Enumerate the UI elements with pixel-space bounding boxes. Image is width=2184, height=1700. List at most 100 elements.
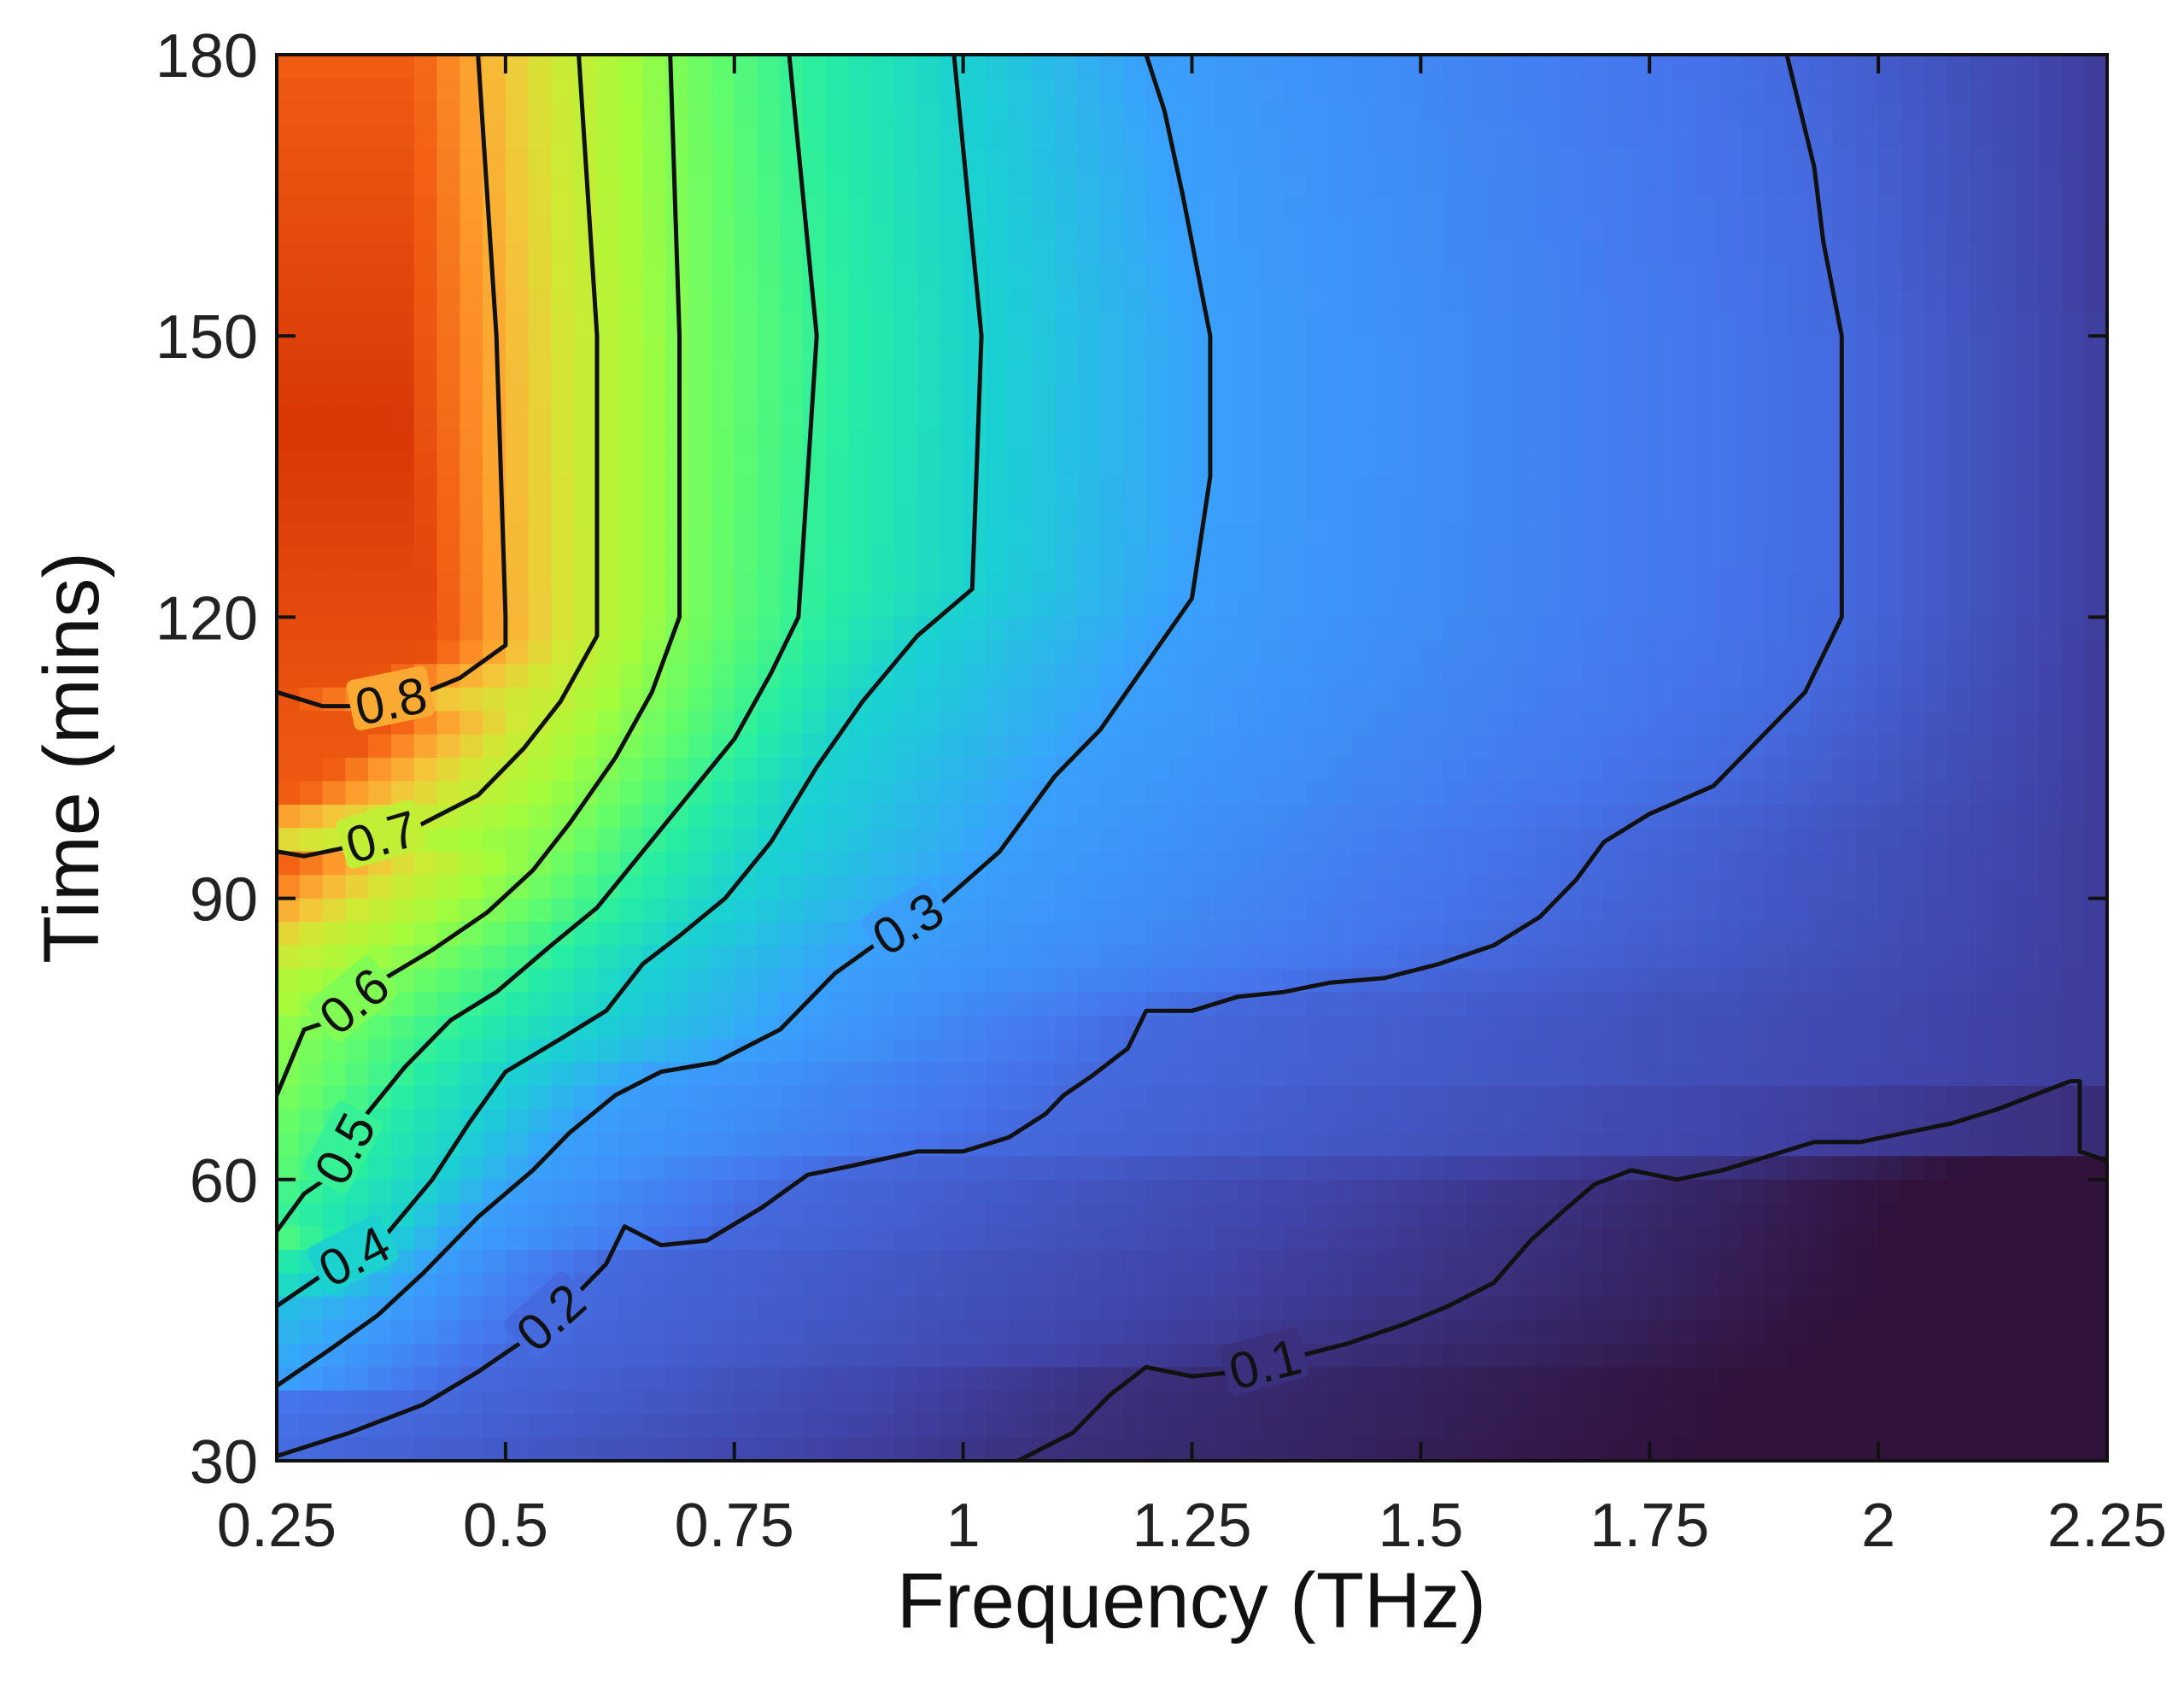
heatmap-cell — [322, 78, 347, 103]
heatmap-cell — [597, 172, 621, 196]
heatmap-cell — [1649, 945, 1673, 970]
heatmap-cell — [1329, 1203, 1353, 1228]
heatmap-cell — [2038, 1015, 2063, 1040]
heatmap-cell — [1260, 1437, 1285, 1461]
heatmap-cell — [1878, 1367, 1902, 1392]
heatmap-cell — [1900, 1015, 1925, 1040]
heatmap-cell — [1649, 1039, 1673, 1064]
heatmap-cell — [345, 55, 369, 79]
heatmap-cell — [299, 172, 324, 196]
heatmap-cell — [436, 195, 461, 220]
heatmap-cell — [780, 945, 804, 970]
heatmap-cell — [1878, 500, 1902, 525]
heatmap-cell — [1718, 734, 1742, 759]
heatmap-cell — [1512, 429, 1537, 454]
heatmap-cell — [940, 1437, 964, 1461]
heatmap-cell — [1580, 429, 1605, 454]
heatmap-cell — [299, 476, 324, 501]
heatmap-cell — [390, 1086, 415, 1111]
heatmap-cell — [1855, 1343, 1879, 1369]
heatmap-cell — [1306, 945, 1331, 970]
heatmap-cell — [1900, 500, 1925, 525]
heatmap-cell — [1031, 1132, 1056, 1158]
heatmap-cell — [1397, 547, 1422, 572]
heatmap-cell — [1466, 898, 1490, 923]
heatmap-cell — [390, 55, 415, 79]
heatmap-cell — [619, 312, 644, 337]
heatmap-cell — [1397, 1343, 1422, 1369]
heatmap-cell — [1558, 1015, 1582, 1040]
heatmap-cell — [711, 1296, 735, 1322]
heatmap-cell — [1855, 898, 1879, 923]
heatmap-cell — [413, 453, 438, 478]
heatmap-cell — [1397, 383, 1422, 407]
heatmap-cell — [1009, 148, 1033, 173]
heatmap-cell — [483, 383, 506, 407]
heatmap-cell — [1580, 406, 1605, 431]
heatmap-cell — [1306, 78, 1331, 103]
heatmap-cell — [322, 265, 347, 290]
heatmap-cell — [436, 758, 461, 783]
heatmap-cell — [597, 383, 621, 407]
heatmap-cell — [803, 711, 827, 736]
heatmap-cell — [505, 312, 530, 337]
heatmap-cell — [780, 406, 804, 431]
heatmap-cell — [1535, 1437, 1559, 1461]
heatmap-cell — [551, 1250, 576, 1275]
heatmap-cell — [1489, 406, 1514, 431]
heatmap-cell — [1649, 453, 1673, 478]
heatmap-cell — [688, 219, 712, 243]
heatmap-cell — [1855, 781, 1879, 806]
heatmap-cell — [619, 148, 644, 173]
heatmap-cell — [1489, 1296, 1514, 1322]
heatmap-cell — [940, 1367, 964, 1392]
heatmap-cell — [1077, 851, 1102, 876]
heatmap-cell — [757, 922, 782, 947]
heatmap-cell — [1558, 922, 1582, 947]
heatmap-cell — [688, 1156, 712, 1181]
heatmap-cell — [619, 922, 644, 947]
heatmap-cell — [757, 711, 782, 736]
heatmap-cell — [1695, 734, 1719, 759]
heatmap-cell — [1374, 547, 1399, 572]
heatmap-cell — [711, 804, 735, 829]
heatmap-cell — [1397, 1203, 1422, 1228]
heatmap-cell — [1168, 1343, 1193, 1369]
heatmap-cell — [1535, 1062, 1559, 1087]
heatmap-cell — [2015, 476, 2040, 501]
heatmap-cell — [1329, 1039, 1353, 1064]
heatmap-cell — [711, 1273, 735, 1298]
heatmap-cell — [1466, 593, 1490, 618]
heatmap-cell — [1168, 1296, 1193, 1322]
heatmap-cell — [780, 711, 804, 736]
heatmap-cell — [1420, 1039, 1444, 1064]
heatmap-cell — [1535, 55, 1559, 79]
heatmap-cell — [1809, 711, 1834, 736]
heatmap-cell — [1077, 781, 1102, 806]
heatmap-cell — [757, 1062, 782, 1087]
heatmap-cell — [1603, 1437, 1628, 1461]
heatmap-cell — [1626, 758, 1651, 783]
heatmap-cell — [1786, 1414, 1811, 1439]
heatmap-cell — [299, 1203, 324, 1228]
x-tick-label: 2.25 — [2047, 1492, 2167, 1560]
heatmap-cell — [1168, 781, 1193, 806]
heatmap-cell — [1420, 78, 1444, 103]
heatmap-cell — [436, 1062, 461, 1087]
heatmap-cell — [483, 1156, 506, 1181]
heatmap-cell — [1100, 1250, 1124, 1275]
heatmap-cell — [1374, 1437, 1399, 1461]
heatmap-cell — [1100, 1109, 1124, 1134]
heatmap-cell — [1215, 547, 1238, 572]
heatmap-cell — [1718, 55, 1742, 79]
heatmap-cell — [1993, 1343, 2017, 1369]
heatmap-cell — [642, 172, 667, 196]
heatmap-cell — [1993, 734, 2017, 759]
heatmap-cell — [711, 781, 735, 806]
heatmap-cell — [1512, 687, 1537, 712]
heatmap-cell — [803, 1367, 827, 1392]
heatmap-cell — [1947, 547, 1971, 572]
heatmap-cell — [1695, 148, 1719, 173]
heatmap-cell — [1786, 547, 1811, 572]
heatmap-cell — [1192, 101, 1216, 126]
